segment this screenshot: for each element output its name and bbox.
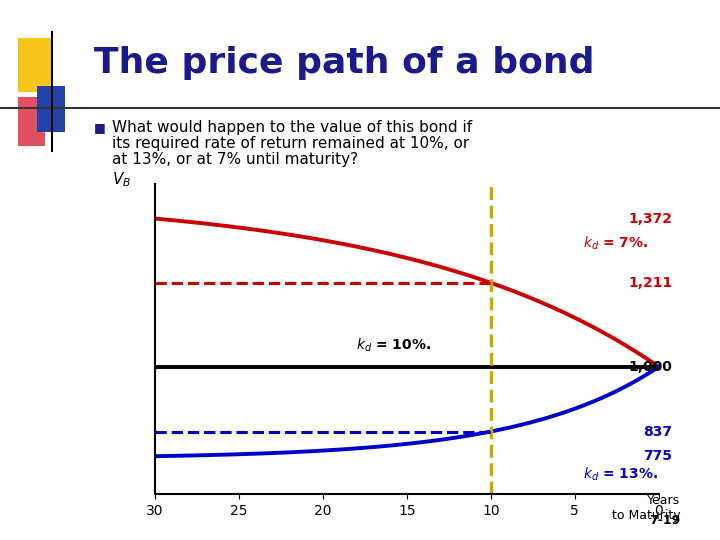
Text: 1,000: 1,000 (629, 360, 672, 374)
Text: 1,211: 1,211 (628, 276, 672, 290)
Text: 1,372: 1,372 (629, 212, 672, 226)
Text: What would happen to the value of this bond if: What would happen to the value of this b… (112, 120, 472, 135)
Text: 837: 837 (643, 424, 672, 438)
Text: $V_B$: $V_B$ (112, 170, 130, 189)
Text: at 13%, or at 7% until maturity?: at 13%, or at 7% until maturity? (112, 152, 358, 167)
Text: 7-19: 7-19 (649, 514, 680, 526)
Text: ■: ■ (94, 122, 105, 134)
Text: $k_d$ = 10%.: $k_d$ = 10%. (356, 336, 431, 354)
Text: its required rate of return remained at 10%, or: its required rate of return remained at … (112, 136, 469, 151)
Text: $k_d$ = 7%.: $k_d$ = 7%. (583, 234, 649, 252)
Text: Years
to Maturity: Years to Maturity (612, 494, 680, 522)
Text: The price path of a bond: The price path of a bond (94, 46, 594, 80)
Text: $k_d$ = 13%.: $k_d$ = 13%. (583, 465, 658, 483)
Text: 775: 775 (643, 449, 672, 463)
